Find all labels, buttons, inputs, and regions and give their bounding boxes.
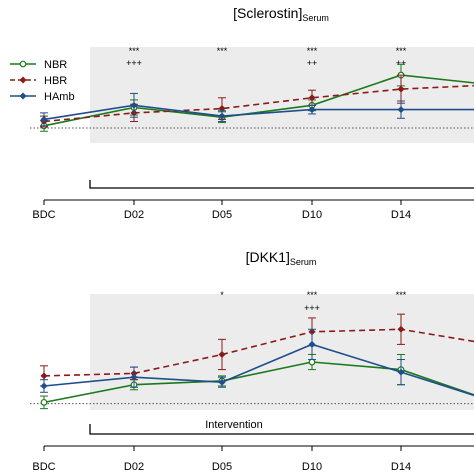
data-point	[130, 373, 138, 381]
chart-title: [DKK1]Serum	[246, 249, 317, 267]
data-point	[308, 94, 316, 102]
x-tick-label: D10	[302, 209, 322, 221]
chart-title-subscript: Serum	[302, 13, 329, 23]
series-hbr	[40, 313, 474, 387]
x-tick-label: BDC	[32, 461, 55, 473]
intervention-region	[90, 47, 474, 143]
significance-marker: ***	[307, 290, 318, 300]
significance-marker: +++	[126, 58, 142, 68]
series-line	[43, 84, 474, 123]
x-tick-label: D02	[124, 461, 144, 473]
data-point	[40, 372, 48, 380]
significance-marker: ***	[396, 46, 407, 56]
significance-marker: ++	[307, 58, 318, 68]
x-tick-label: D10	[302, 461, 322, 473]
series-line	[43, 343, 474, 397]
data-point	[40, 382, 48, 390]
significance-marker: ***	[129, 46, 140, 56]
chart-title-main: [DKK1]	[246, 249, 290, 265]
data-point	[397, 368, 405, 376]
legend-marker	[19, 76, 27, 84]
x-tick-label: D14	[391, 461, 411, 473]
x-tick-label: D02	[124, 209, 144, 221]
data-point	[40, 398, 48, 406]
data-point	[308, 106, 316, 114]
intervention-bracket	[89, 180, 474, 189]
significance-marker: +++	[304, 303, 320, 313]
series-line	[43, 361, 474, 404]
data-point	[218, 112, 226, 120]
chart-panel-1: BDC D02 D05 D10 D14 [Sclerostin]Serum *** +++ **…	[10, 5, 474, 221]
series-line	[43, 104, 474, 121]
legend-marker	[19, 92, 27, 100]
significance-marker: ***	[307, 46, 318, 56]
chart-title-main: [Sclerostin]	[233, 5, 302, 21]
legend: NBR HBR HAmb	[10, 59, 75, 103]
significance-marker: ++	[396, 58, 407, 68]
chart-title-subscript: Serum	[290, 257, 317, 267]
significance-marker: ***	[396, 290, 407, 300]
significance-marker: *	[220, 290, 224, 300]
series-line	[43, 328, 474, 377]
legend-label: HAmb	[44, 91, 75, 103]
x-tick-label: BDC	[32, 209, 55, 221]
intervention-label: Intervention	[205, 419, 262, 431]
data-point	[397, 106, 405, 114]
series-hamb	[40, 328, 474, 397]
legend-marker	[19, 60, 27, 68]
legend-label: NBR	[44, 59, 67, 71]
significance-marker: ***	[217, 46, 228, 56]
data-point	[397, 85, 405, 93]
data-point	[308, 358, 316, 366]
data-point	[218, 350, 226, 358]
data-point	[397, 325, 405, 333]
x-tick-label: D05	[212, 461, 232, 473]
data-point	[40, 115, 48, 123]
intervention-region	[90, 294, 474, 410]
data-point	[130, 101, 138, 109]
intervention-bracket	[89, 424, 474, 435]
x-tick-label: D14	[391, 209, 411, 221]
legend-label: HBR	[44, 75, 67, 87]
data-point	[218, 378, 226, 386]
series-hamb	[40, 92, 474, 127]
series-line	[43, 74, 474, 127]
chart-title: [Sclerostin]Serum	[233, 5, 329, 23]
x-tick-label: D05	[212, 209, 232, 221]
data-point	[308, 340, 316, 348]
